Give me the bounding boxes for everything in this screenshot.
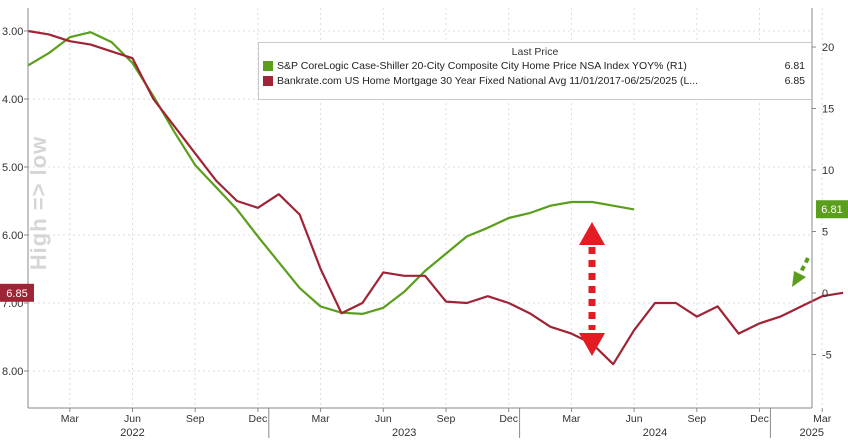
green-arrow-dashed-shaft bbox=[798, 257, 810, 275]
legend-swatch-red bbox=[263, 75, 273, 86]
legend-entry: Bankrate.com US Home Mortgage 30 Year Fi… bbox=[263, 73, 811, 88]
legend-header: Last Price bbox=[511, 46, 559, 58]
legend-label: S&P CoreLogic Case-Shiller 20-City Compo… bbox=[277, 59, 687, 72]
x-tick-label: Dec bbox=[499, 413, 518, 425]
x-tick-label: Mar bbox=[562, 413, 581, 425]
x-tick-label: Dec bbox=[750, 413, 769, 425]
green-arrow-head bbox=[792, 271, 806, 287]
right-tick-label: 10 bbox=[822, 165, 834, 177]
right-tick-label: 15 bbox=[822, 104, 834, 116]
x-tick-label: Mar bbox=[312, 413, 331, 425]
left-tick-label: 4.00 bbox=[2, 94, 23, 106]
x-year-label: 2024 bbox=[643, 427, 667, 439]
left-value-badge-text: 6.85 bbox=[6, 288, 27, 300]
legend: Last Price S&P CoreLogic Case-Shiller 20… bbox=[258, 42, 812, 100]
legend-value: 6.81 bbox=[784, 59, 805, 72]
series-line-mortgage-rate bbox=[27, 29, 844, 366]
x-tick-label: Jun bbox=[375, 413, 392, 425]
series-lines bbox=[27, 29, 844, 366]
right-value-badge-text: 6.81 bbox=[821, 204, 842, 216]
right-tick-label: 5 bbox=[822, 227, 828, 239]
x-tick-label: Mar bbox=[61, 413, 80, 425]
legend-label: Bankrate.com US Home Mortgage 30 Year Fi… bbox=[277, 74, 699, 87]
legend-value: 6.85 bbox=[784, 74, 805, 87]
left-value-badge bbox=[0, 283, 34, 302]
red-arrow-up-head bbox=[579, 222, 605, 245]
x-year-label: 2022 bbox=[120, 427, 144, 439]
x-tick-label: Sep bbox=[186, 413, 205, 425]
left-tick-label: 6.00 bbox=[2, 230, 23, 242]
left-tick-label: 3.00 bbox=[2, 26, 23, 38]
legend-swatch-green bbox=[263, 60, 273, 71]
right-tick-label: 0 bbox=[822, 288, 828, 300]
red-arrow-down-head bbox=[579, 333, 605, 356]
x-tick-label: Sep bbox=[437, 413, 456, 425]
x-year-label: 2023 bbox=[392, 427, 416, 439]
legend-entry: S&P CoreLogic Case-Shiller 20-City Compo… bbox=[263, 58, 811, 73]
right-tick-label: -5 bbox=[822, 350, 832, 362]
x-tick-label: Sep bbox=[687, 413, 706, 425]
annotation-arrows bbox=[579, 222, 810, 356]
series-line-home-price-yoy bbox=[27, 31, 635, 315]
x-tick-label: Mar bbox=[813, 413, 832, 425]
left-tick-label: 5.00 bbox=[2, 162, 23, 174]
x-year-label: 2025 bbox=[800, 427, 824, 439]
x-tick-label: Jun bbox=[626, 413, 643, 425]
right-value-badge bbox=[816, 200, 848, 219]
x-tick-label: Dec bbox=[249, 413, 268, 425]
y-axis-watermark-label: High => low bbox=[26, 135, 52, 271]
right-tick-label: 20 bbox=[822, 42, 834, 54]
x-tick-label: Jun bbox=[124, 413, 141, 425]
left-tick-label: 8.00 bbox=[2, 366, 23, 378]
